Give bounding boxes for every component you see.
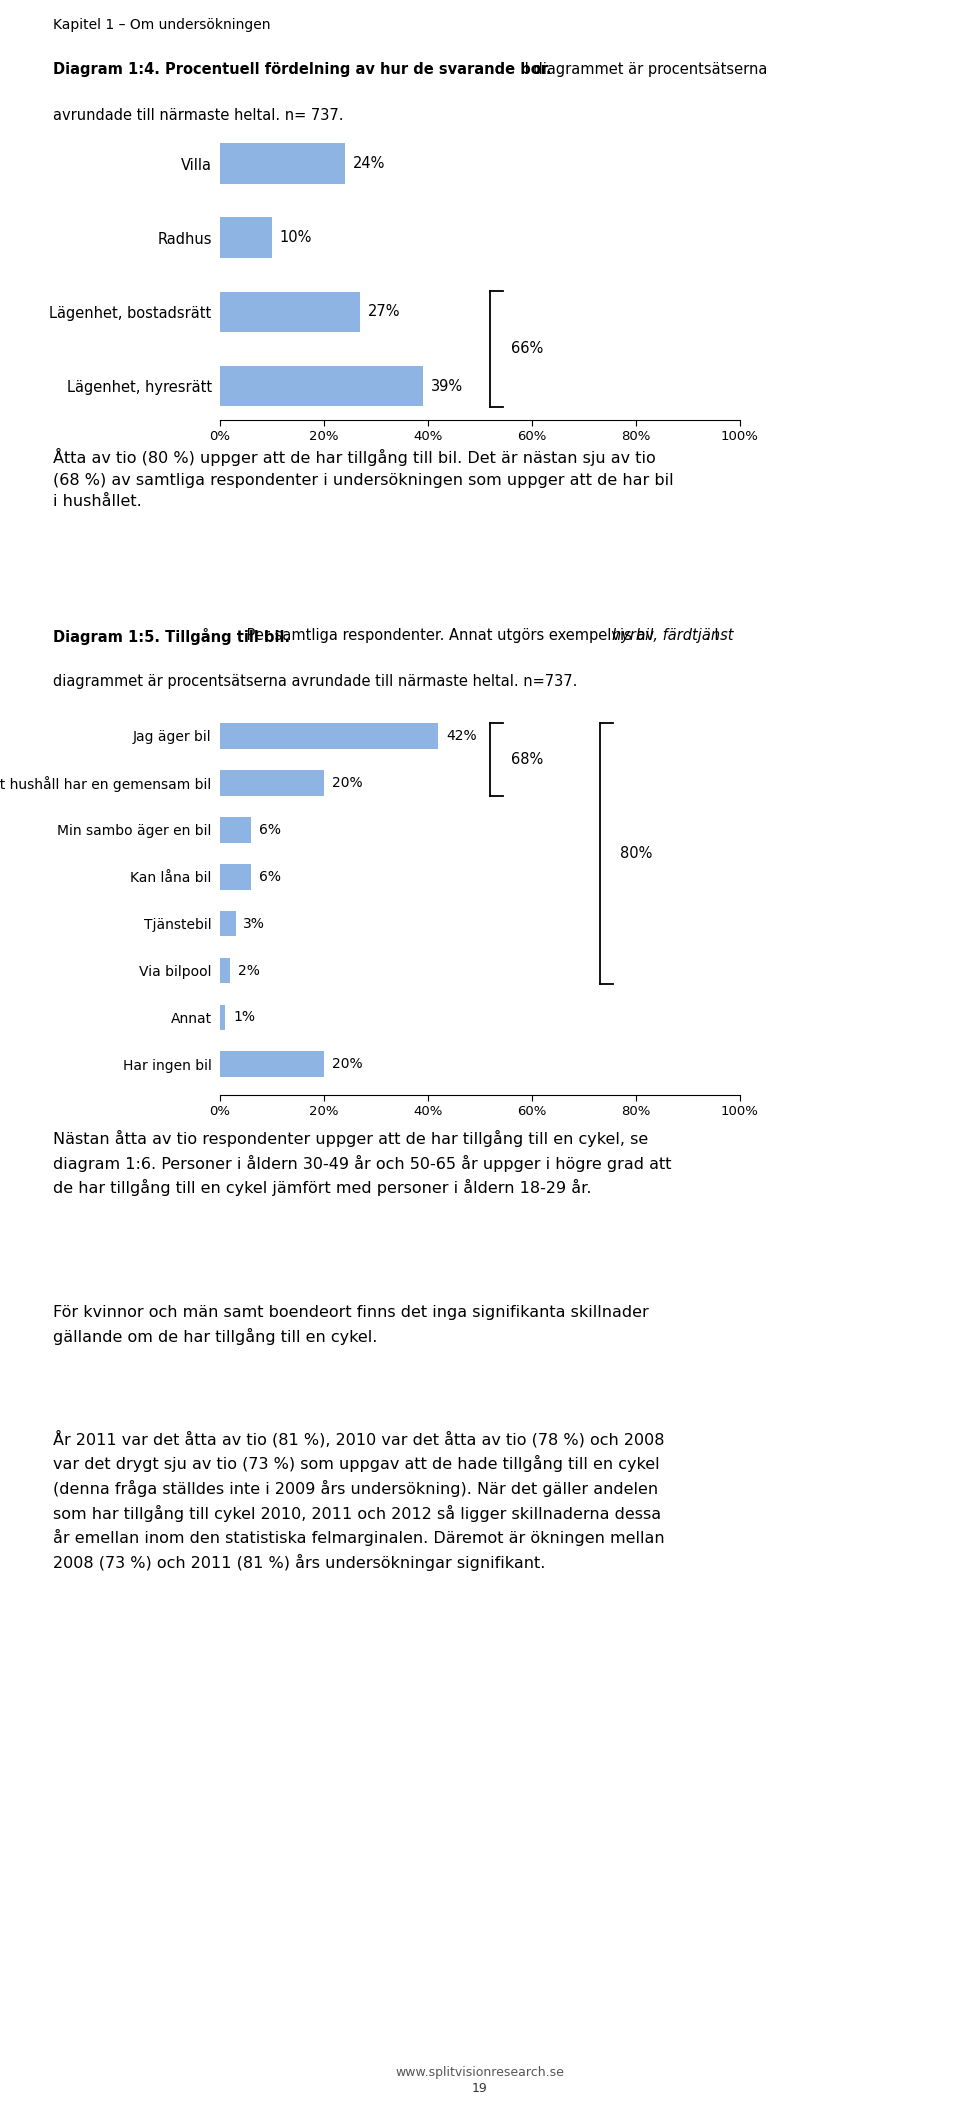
Text: 68%: 68%	[511, 751, 543, 768]
Text: hyrbil, färdtjänst: hyrbil, färdtjänst	[612, 628, 733, 643]
Text: 6%: 6%	[259, 869, 281, 884]
Bar	[220, 217, 272, 257]
Bar	[220, 723, 439, 749]
Text: 1%: 1%	[233, 1010, 255, 1025]
Bar	[220, 957, 230, 983]
Bar	[220, 816, 252, 844]
Text: 19: 19	[472, 2082, 488, 2094]
Bar	[220, 1052, 324, 1078]
Text: . I: . I	[705, 628, 718, 643]
Text: För kvinnor och män samt boendeort finns det inga signifikanta skillnader
gällan: För kvinnor och män samt boendeort finns…	[53, 1305, 649, 1346]
Text: 27%: 27%	[369, 304, 400, 318]
Text: År 2011 var det åtta av tio (81 %), 2010 var det åtta av tio (78 %) och 2008
var: År 2011 var det åtta av tio (81 %), 2010…	[53, 1430, 664, 1571]
Bar	[220, 770, 324, 795]
Bar	[220, 865, 252, 890]
Text: Diagram 1:5. Tillgång till bil.: Diagram 1:5. Tillgång till bil.	[53, 628, 290, 645]
Text: I diagrammet är procentsätserna: I diagrammet är procentsätserna	[520, 61, 768, 78]
Bar	[220, 365, 422, 407]
Text: 2%: 2%	[238, 964, 260, 976]
Text: Nästan åtta av tio respondenter uppger att de har tillgång till en cykel, se
dia: Nästan åtta av tio respondenter uppger a…	[53, 1130, 671, 1196]
Text: Kapitel 1 – Om undersökningen: Kapitel 1 – Om undersökningen	[53, 19, 271, 32]
Bar	[220, 291, 360, 333]
Bar	[220, 143, 345, 183]
Text: avrundade till närmaste heltal. n= 737.: avrundade till närmaste heltal. n= 737.	[53, 108, 344, 124]
Bar	[220, 911, 235, 936]
Text: Diagram 1:4. Procentuell fördelning av hur de svarande bor.: Diagram 1:4. Procentuell fördelning av h…	[53, 61, 551, 78]
Text: 3%: 3%	[244, 917, 265, 930]
Text: 6%: 6%	[259, 823, 281, 837]
Text: 20%: 20%	[332, 776, 363, 789]
Text: 39%: 39%	[431, 378, 463, 394]
Text: Åtta av tio (80 %) uppger att de har tillgång till bil. Det är nästan sju av tio: Åtta av tio (80 %) uppger att de har til…	[53, 447, 673, 508]
Text: 20%: 20%	[332, 1057, 363, 1071]
Text: 66%: 66%	[511, 342, 543, 356]
Text: 10%: 10%	[279, 230, 312, 245]
Text: 80%: 80%	[620, 846, 653, 860]
Text: 42%: 42%	[446, 730, 477, 742]
Text: diagrammet är procentsätserna avrundade till närmaste heltal. n=737.: diagrammet är procentsätserna avrundade …	[53, 675, 577, 690]
Text: 24%: 24%	[352, 156, 385, 171]
Bar	[220, 1004, 226, 1031]
Text: www.splitvisionresearch.se: www.splitvisionresearch.se	[396, 2067, 564, 2079]
Text: Per samtliga respondenter. Annat utgörs exempelvis av: Per samtliga respondenter. Annat utgörs …	[242, 628, 659, 643]
